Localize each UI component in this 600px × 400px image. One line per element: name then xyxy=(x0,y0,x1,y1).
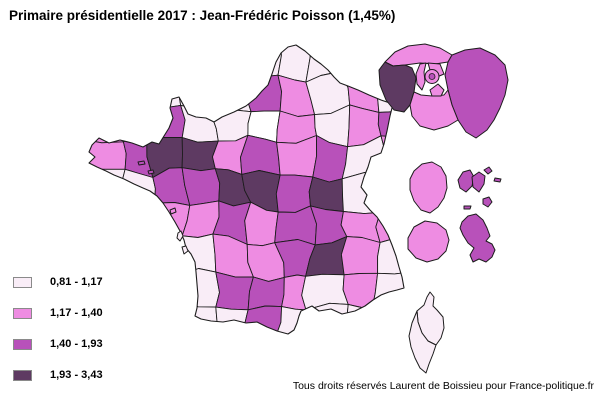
idf-val-doise xyxy=(384,43,453,67)
martinique xyxy=(459,213,496,263)
guadeloupe-islet xyxy=(463,205,472,210)
department-cell xyxy=(147,269,187,310)
department-cell xyxy=(118,45,148,82)
department-cell xyxy=(89,79,123,115)
department-cell xyxy=(119,297,158,334)
map-legend: 0,81 - 1,17 1,17 - 1,40 1,40 - 1,93 1,93… xyxy=(13,276,103,400)
department-cell xyxy=(178,45,220,77)
idf-essonne xyxy=(409,89,459,131)
idf-hauts-de-seine xyxy=(415,62,427,91)
copyright-notice: Tous droits réservés Laurent de Boissieu… xyxy=(292,380,594,392)
idf-seine-et-marne xyxy=(444,47,509,139)
department-cell xyxy=(181,137,219,172)
legend-item: 1,93 - 3,43 xyxy=(13,369,103,381)
coastal-island xyxy=(169,207,177,215)
guadeloupe-islet xyxy=(482,196,493,208)
department-cell xyxy=(89,239,126,272)
guadeloupe-basse-terre xyxy=(457,169,475,193)
department-cell xyxy=(148,297,187,334)
department-cell xyxy=(150,235,187,274)
department-cell xyxy=(340,236,381,276)
corse-du-sud xyxy=(408,310,437,374)
idf-paris-center xyxy=(428,73,436,80)
department-cell xyxy=(380,135,404,175)
department-cell xyxy=(89,102,124,144)
department-cell xyxy=(116,235,158,275)
reunion xyxy=(407,220,450,263)
legend-item: 1,40 - 1,93 xyxy=(13,338,103,350)
department-cell xyxy=(308,176,344,212)
mainland-departments xyxy=(89,45,404,334)
legend-label: 1,17 - 1,40 xyxy=(50,307,103,319)
department-cell xyxy=(184,268,220,308)
legend-label: 0,81 - 1,17 xyxy=(50,276,103,288)
department-cell xyxy=(371,270,404,311)
page-title: Primaire présidentielle 2017 : Jean-Fréd… xyxy=(9,8,396,23)
coastal-island xyxy=(147,169,155,175)
department-cell xyxy=(118,78,152,115)
idf-val-de-marne xyxy=(429,83,445,97)
legend-label: 1,93 - 3,43 xyxy=(50,369,103,381)
department-cell xyxy=(89,201,118,243)
department-cell xyxy=(118,111,152,143)
legend-label: 1,40 - 1,93 xyxy=(50,338,103,350)
legend-swatch xyxy=(13,338,32,350)
department-cell xyxy=(89,168,126,209)
department-cell xyxy=(247,276,285,311)
coastal-island xyxy=(181,245,189,255)
guyane xyxy=(409,161,448,214)
department-cell xyxy=(146,45,189,79)
department-cell xyxy=(216,45,245,82)
department-cell xyxy=(305,302,350,334)
coastal-island xyxy=(176,230,184,242)
france-coastline xyxy=(88,44,405,335)
idf-seine-saint-denis xyxy=(427,62,445,78)
department-cell xyxy=(89,45,122,82)
department-cell xyxy=(122,267,152,310)
department-cell xyxy=(215,271,254,311)
department-cell xyxy=(339,45,380,80)
legend-swatch xyxy=(13,369,32,381)
guadeloupe-islet xyxy=(483,166,493,175)
guadeloupe-islet xyxy=(493,177,502,183)
department-cell xyxy=(243,305,283,334)
legend-item: 0,81 - 1,17 xyxy=(13,276,103,288)
legend-swatch xyxy=(13,276,32,288)
department-cell xyxy=(240,134,281,176)
guadeloupe-grande-terre xyxy=(471,171,486,193)
department-cell xyxy=(215,306,249,334)
department-cell xyxy=(241,45,282,80)
legend-swatch xyxy=(13,307,32,319)
department-cell xyxy=(112,202,158,241)
coastal-island xyxy=(137,160,146,166)
legend-item: 1,17 - 1,40 xyxy=(13,307,103,319)
